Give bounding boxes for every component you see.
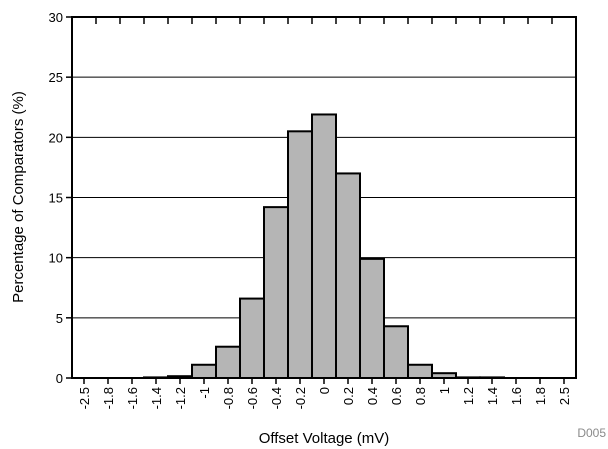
x-tick-label: -0.2	[293, 387, 308, 409]
x-tick-label: 0.6	[389, 387, 404, 405]
bar	[407, 363, 433, 380]
y-tick-label: 15	[49, 191, 63, 206]
bar	[215, 345, 241, 380]
x-tick-label: 1.2	[461, 387, 476, 405]
y-tick-labels: 0 5 10 15 20 25 30	[49, 10, 63, 386]
x-tick-label: -1.8	[101, 387, 116, 409]
y-axis-title: Percentage of Comparators (%)	[10, 91, 27, 303]
x-tick-label: -1.6	[125, 387, 140, 409]
bar	[311, 113, 337, 379]
x-tick-label: 0	[317, 387, 332, 394]
x-tick-label: -0.6	[245, 387, 260, 409]
y-tick-label: 20	[49, 130, 63, 145]
x-tick-label: 1.8	[533, 387, 548, 405]
bars	[143, 113, 505, 380]
x-tick-label: -0.8	[221, 387, 236, 409]
bar	[359, 257, 385, 379]
bar	[383, 325, 409, 379]
x-tick-label: 1.6	[509, 387, 524, 405]
x-tick-label: -1	[197, 387, 212, 399]
x-tick-labels: -2.5 -1.8 -1.6 -1.4 -1.2 -1 -0.8 -0.6 -0.4 -0.2 0 0…	[77, 387, 572, 409]
x-tick-label: 0.4	[365, 387, 380, 405]
x-tick-label: -0.4	[269, 387, 284, 409]
y-tick-label: 25	[49, 70, 63, 85]
bar	[239, 297, 265, 379]
y-tick-label: 30	[49, 10, 63, 25]
x-tick-label: -2.5	[77, 387, 92, 409]
x-tick-label: 1.4	[485, 387, 500, 405]
x-axis-title: Offset Voltage (mV)	[259, 430, 390, 447]
bar	[287, 130, 313, 379]
bar	[335, 172, 361, 379]
x-tick-label: 0.8	[413, 387, 428, 405]
x-tick-label: 2.5	[557, 387, 572, 405]
bar	[191, 363, 217, 380]
x-tick-label: -1.4	[149, 387, 164, 409]
y-tick-label: 10	[49, 251, 63, 266]
y-tick-label: 5	[56, 311, 63, 326]
figure-code: D005	[577, 426, 606, 440]
x-tick-label: -1.2	[173, 387, 188, 409]
x-tick-label: 1	[437, 387, 452, 394]
ticks	[66, 16, 577, 384]
bar	[263, 206, 289, 379]
y-tick-label: 0	[56, 371, 63, 386]
x-tick-label: 0.2	[341, 387, 356, 405]
